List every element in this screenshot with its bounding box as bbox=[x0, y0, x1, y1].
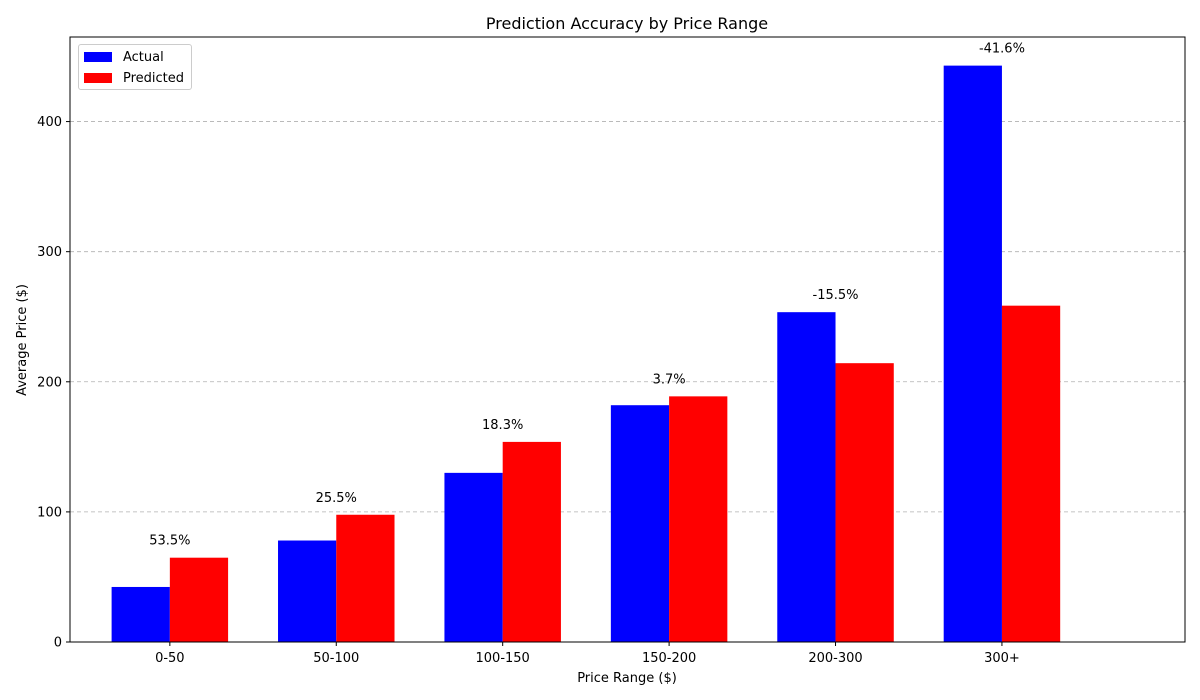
bar-actual bbox=[610, 405, 670, 642]
y-axis-label: Average Price ($) bbox=[15, 284, 30, 396]
x-axis-label: Price Range ($) bbox=[577, 671, 677, 686]
x-tick-label: 150-200 bbox=[642, 651, 696, 666]
bar-actual bbox=[943, 65, 1002, 642]
bar-predicted bbox=[669, 396, 728, 642]
data-label: 53.5% bbox=[149, 534, 190, 549]
data-label: 25.5% bbox=[316, 491, 357, 506]
legend-item-predicted: Predicted bbox=[84, 70, 184, 86]
y-tick-label: 400 bbox=[37, 115, 62, 130]
bar-actual bbox=[278, 540, 337, 642]
bar-predicted bbox=[1001, 305, 1061, 642]
legend-swatch-predicted bbox=[84, 73, 112, 83]
chart-title: Prediction Accuracy by Price Range bbox=[486, 14, 768, 33]
x-tick-label: 300+ bbox=[984, 651, 1020, 666]
x-tick-label: 0-50 bbox=[155, 651, 185, 666]
x-tick-label: 100-150 bbox=[476, 651, 530, 666]
grid-lines bbox=[70, 121, 1185, 513]
legend-label-actual: Actual bbox=[123, 49, 164, 65]
y-tick-label: 100 bbox=[37, 505, 62, 520]
bar-predicted bbox=[835, 363, 894, 642]
legend: Actual Predicted bbox=[78, 44, 192, 90]
y-tick-label: 200 bbox=[37, 375, 62, 390]
legend-swatch-actual bbox=[84, 52, 112, 62]
annotations: 53.5% 25.5% 18.3% 3.7% -15.5% -41.6% bbox=[149, 42, 1025, 549]
plot-frame bbox=[69, 36, 1186, 643]
y-axis-ticks: 0 100 200 300 400 bbox=[37, 115, 70, 651]
legend-label-predicted: Predicted bbox=[123, 70, 185, 86]
x-axis-ticks: 0-50 50-100 100-150 150-200 200-300 300+ bbox=[155, 642, 1020, 666]
y-tick-label: 0 bbox=[54, 636, 62, 651]
bar-predicted bbox=[169, 557, 229, 642]
bars bbox=[111, 65, 1061, 642]
y-tick-label: 300 bbox=[37, 245, 62, 260]
data-label: 3.7% bbox=[653, 372, 686, 387]
data-label: -41.6% bbox=[979, 42, 1025, 57]
bar-actual bbox=[444, 472, 503, 642]
data-label: -15.5% bbox=[813, 288, 859, 303]
bar-predicted bbox=[336, 514, 395, 642]
x-tick-label: 200-300 bbox=[808, 651, 862, 666]
legend-item-actual: Actual bbox=[84, 49, 164, 65]
bar-predicted bbox=[502, 441, 561, 642]
x-tick-label: 50-100 bbox=[313, 651, 359, 666]
bar-actual bbox=[777, 312, 836, 642]
bar-actual bbox=[111, 586, 170, 642]
data-label: 18.3% bbox=[482, 418, 523, 433]
